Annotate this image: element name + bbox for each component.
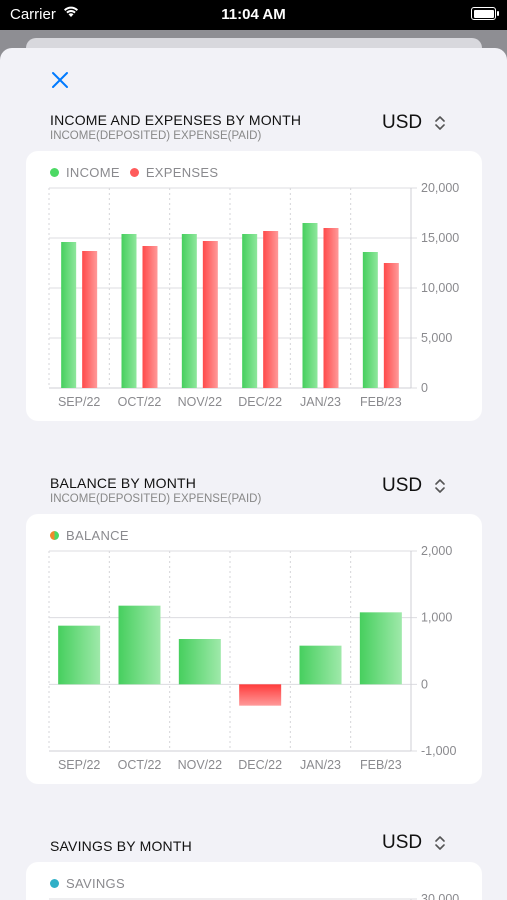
- income-expenses-chart: 20,000 15,000 10,000 5,000 0 SEP/22 OCT/22 NOV/…: [48, 181, 459, 409]
- income-expenses-title: INCOME AND EXPENSES BY MONTH: [50, 112, 302, 128]
- bar-expenses: [383, 263, 399, 388]
- balance-title: BALANCE BY MONTH: [50, 475, 197, 491]
- y-tick-label: 0: [421, 381, 428, 395]
- x-tick-label: NOV/22: [178, 758, 223, 772]
- chart-legend: BALANCE: [50, 528, 139, 543]
- y-tick-label: 0: [421, 677, 428, 691]
- savings-chart: 30,000: [49, 892, 459, 900]
- chart-legend: SAVINGS: [50, 876, 135, 891]
- x-tick-label: OCT/22: [118, 395, 162, 409]
- close-button[interactable]: [50, 70, 70, 90]
- x-tick-label: JAN/23: [300, 758, 341, 772]
- savings-card: SAVINGS 30,000: [26, 862, 482, 900]
- modal-sheet: INCOME AND EXPENSES BY MONTH INCOME(DEPO…: [0, 48, 507, 900]
- y-tick-label: 20,000: [421, 181, 459, 195]
- bar-balance: [118, 605, 161, 685]
- legend-income: INCOME: [50, 165, 120, 180]
- x-tick-label: FEB/23: [360, 395, 402, 409]
- x-tick-label: SEP/22: [58, 758, 100, 772]
- bar-balance: [359, 612, 402, 685]
- y-tick-label: 10,000: [421, 281, 459, 295]
- bar-balance: [178, 639, 221, 685]
- bar-income: [181, 234, 197, 388]
- currency-selector-1[interactable]: USD: [382, 112, 423, 133]
- legend-expenses: EXPENSES: [129, 165, 219, 180]
- legend-dot-expenses: [129, 168, 139, 177]
- savings-title: SAVINGS BY MONTH: [50, 838, 192, 854]
- bar-expenses: [263, 231, 279, 388]
- x-tick-label: OCT/22: [118, 758, 162, 772]
- bar-expenses: [142, 246, 158, 388]
- balance-subtitle: INCOME(DEPOSITED) EXPENSE(PAID): [50, 493, 262, 505]
- x-tick-label: FEB/23: [360, 758, 402, 772]
- chevron-up-down-icon[interactable]: [433, 114, 447, 137]
- bar-balance: [299, 645, 342, 685]
- y-tick-label: 5,000: [421, 331, 452, 345]
- y-tick-label: 2,000: [421, 544, 452, 558]
- bar-balance: [58, 625, 101, 685]
- legend-label-expenses: EXPENSES: [145, 165, 219, 180]
- income-expenses-subtitle: INCOME(DEPOSITED) EXPENSE(PAID): [50, 130, 262, 142]
- x-tick-label: JAN/23: [300, 395, 341, 409]
- income-expenses-card: INCOME EXPENSES 20,000 15,000 10,000 5,000 0…: [26, 151, 482, 421]
- carrier-label: Carrier: [10, 6, 56, 23]
- legend-dot-balance: [50, 531, 59, 540]
- bar-income: [242, 234, 258, 388]
- bar-expenses: [82, 251, 98, 388]
- battery-icon: [471, 7, 499, 20]
- chevron-up-down-icon[interactable]: [433, 477, 447, 500]
- bar-expenses: [202, 241, 218, 388]
- legend-dot-income: [50, 168, 59, 177]
- x-tick-label: SEP/22: [58, 395, 100, 409]
- bar-income: [121, 234, 137, 388]
- x-tick-label: DEC/22: [238, 395, 282, 409]
- close-icon: [52, 72, 68, 88]
- status-bar: Carrier 11:04 AM: [0, 0, 507, 30]
- balance-card: BALANCE 2,000 1,000 0 -1,000 SEP/22 OCT/22 NOV…: [26, 514, 482, 784]
- y-tick-label: -1,000: [421, 744, 456, 758]
- clock: 11:04 AM: [221, 6, 286, 23]
- legend-label-balance: BALANCE: [66, 528, 129, 543]
- legend-savings: SAVINGS: [50, 876, 125, 891]
- legend-dot-savings: [50, 879, 59, 888]
- y-tick-label: 1,000: [421, 611, 452, 625]
- bar-balance: [239, 684, 282, 706]
- bar-income: [362, 252, 378, 388]
- bar-income: [61, 242, 77, 388]
- legend-label-savings: SAVINGS: [66, 876, 125, 891]
- wifi-icon: [62, 4, 80, 23]
- bar-expenses: [323, 228, 339, 388]
- chevron-up-down-icon[interactable]: [433, 834, 447, 857]
- bar-income: [302, 223, 318, 388]
- legend-balance: BALANCE: [50, 528, 129, 543]
- x-tick-label: NOV/22: [178, 395, 223, 409]
- y-tick-label: 15,000: [421, 231, 459, 245]
- legend-label-income: INCOME: [66, 165, 120, 180]
- chart-legend: INCOME EXPENSES: [50, 165, 228, 180]
- balance-chart: 2,000 1,000 0 -1,000 SEP/22 OCT/22 NOV/22 DEC/2…: [48, 544, 456, 772]
- x-tick-label: DEC/22: [238, 758, 282, 772]
- y-tick-label: 30,000: [421, 892, 459, 900]
- currency-selector-3[interactable]: USD: [382, 832, 423, 853]
- currency-selector-2[interactable]: USD: [382, 475, 423, 496]
